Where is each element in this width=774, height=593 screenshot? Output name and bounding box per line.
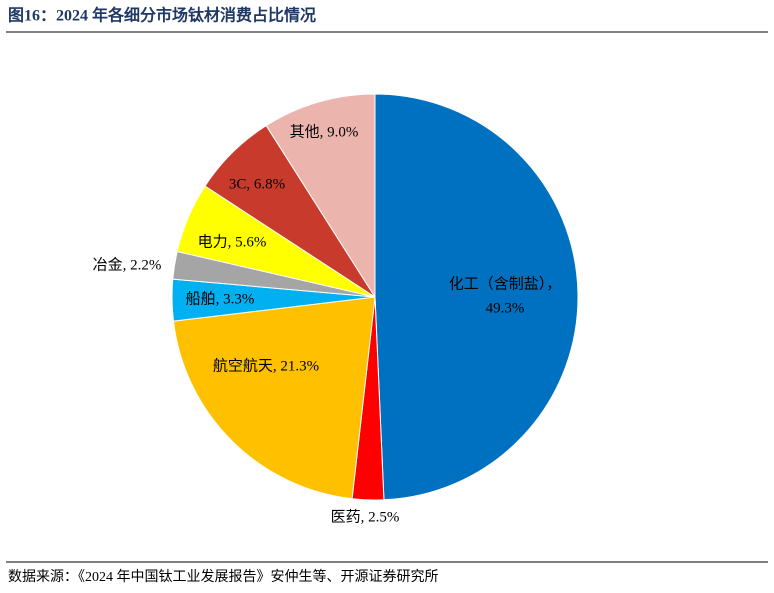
slice-label: 船舶, 3.3%	[186, 290, 255, 307]
slice-label: 电力, 5.6%	[198, 233, 267, 250]
source-note: 数据来源：《2024 年中国钛工业发展报告》安仲生等、开源证券研究所	[8, 568, 439, 585]
slice-label: 冶金, 2.2%	[93, 256, 162, 273]
pie-slice	[374, 93, 579, 501]
slice-label: 其他, 9.0%	[290, 123, 359, 140]
pie-slice	[172, 296, 376, 500]
pie-slice	[265, 93, 376, 299]
slice-label: 49.3%	[486, 300, 525, 316]
slice-label: 航空航天, 21.3%	[213, 357, 319, 374]
pie: 化工（含制盐）， 49.3% 医药, 2.5% 航空航天, 21.3% 船舶, 3.3%…	[93, 93, 579, 525]
slice-label: 医药, 2.5%	[331, 508, 400, 525]
slice-label: 化工（含制盐），	[449, 275, 562, 292]
chart-title: 图16：2024 年各细分市场钛材消费占比情况	[8, 6, 316, 25]
slice-label: 3C, 6.8%	[229, 176, 285, 192]
